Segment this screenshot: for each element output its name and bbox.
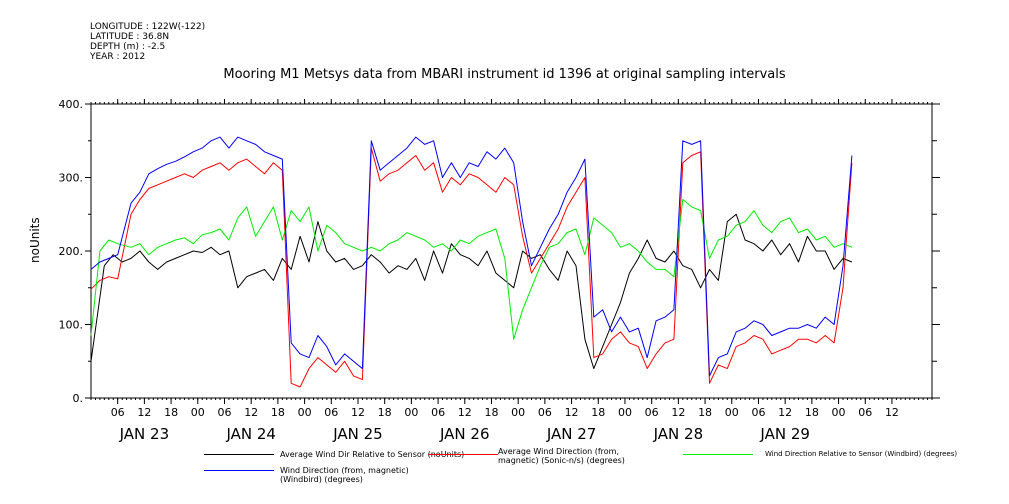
legend-label-series-0: Average Wind Dir Relative to Sensor (noU…: [280, 450, 465, 459]
x-tick-label: 12: [565, 406, 579, 419]
x-tick-label: 18: [378, 406, 392, 419]
legend-swatch-series-2: [683, 454, 753, 455]
x-tick-label: 06: [751, 406, 765, 419]
x-tick-label: 18: [805, 406, 819, 419]
x-tick-label: 12: [671, 406, 685, 419]
meta-longitude: LONGITUDE : 122W(-122): [90, 22, 206, 32]
x-tick-label: 18: [271, 406, 285, 419]
x-tick-label: 00: [404, 406, 418, 419]
legend-label-series-2: Wind Direction Relative to Sensor (Windb…: [765, 450, 958, 458]
y-tick-label: 300.: [59, 172, 84, 185]
x-day-label: JAN 28: [653, 425, 704, 443]
x-tick-label: 18: [591, 406, 605, 419]
legend-entry-series-2: Wind Direction Relative to Sensor (Windb…: [683, 450, 958, 459]
legend-label-series-1: Average Wind Direction (from, magnetic) …: [498, 447, 625, 465]
meta-depth: DEPTH (m) : -2.5: [90, 42, 166, 52]
series-line-2: [90, 199, 853, 340]
legend-label-series-3: Wind Direction (from, magnetic) (Windbir…: [280, 466, 409, 484]
x-tick-label: 00: [298, 406, 312, 419]
x-day-label: JAN 24: [225, 425, 276, 443]
x-day-label: JAN 27: [546, 425, 597, 443]
x-tick-label: 00: [191, 406, 205, 419]
meta-year: YEAR : 2012: [90, 52, 146, 62]
x-day-label: JAN 25: [332, 425, 383, 443]
x-tick-label: 18: [698, 406, 712, 419]
x-tick-label: 00: [832, 406, 846, 419]
legend-entry-series-0: Average Wind Dir Relative to Sensor (noU…: [204, 450, 465, 459]
legend-entry-series-3: Wind Direction (from, magnetic) (Windbir…: [204, 466, 410, 484]
series-line-0: [90, 213, 853, 370]
x-tick-label: 06: [858, 406, 872, 419]
x-tick-label: 18: [484, 406, 498, 419]
x-tick-label: 12: [885, 406, 899, 419]
x-tick-label: 12: [458, 406, 472, 419]
x-tick-label: 12: [778, 406, 792, 419]
y-tick-label: 400.: [59, 98, 84, 111]
series-line-1: [90, 147, 853, 388]
y-tick-label: 0.: [73, 392, 84, 405]
meta-latitude: LATITUDE : 36.8N: [90, 32, 170, 42]
legend-entry-series-1: Average Wind Direction (from, magnetic) …: [428, 447, 638, 465]
x-tick-label: 12: [351, 406, 365, 419]
x-tick-label: 06: [538, 406, 552, 419]
x-tick-label: 00: [725, 406, 739, 419]
x-tick-label: 00: [618, 406, 632, 419]
x-day-label: JAN 23: [119, 425, 170, 443]
legend-swatch-series-0: [204, 454, 274, 455]
x-tick-label: 12: [244, 406, 258, 419]
x-day-label: JAN 26: [439, 425, 490, 443]
series-line-3: [90, 136, 853, 377]
y-tick-label: 200.: [59, 245, 84, 258]
x-tick-label: 06: [431, 406, 445, 419]
plot-frame: [90, 103, 933, 399]
x-tick-label: 18: [164, 406, 178, 419]
x-tick-label: 06: [217, 406, 231, 419]
y-tick-label: 100.: [59, 319, 84, 332]
x-tick-label: 12: [137, 406, 151, 419]
legend-swatch-series-3: [204, 470, 274, 471]
x-day-label: JAN 29: [759, 425, 810, 443]
x-tick-label: 06: [324, 406, 338, 419]
legend-swatch-series-1: [428, 454, 498, 455]
x-tick-label: 00: [511, 406, 525, 419]
chart-title: Mooring M1 Metsys data from MBARI instru…: [223, 67, 786, 82]
x-tick-label: 06: [645, 406, 659, 419]
x-tick-label: 06: [111, 406, 125, 419]
